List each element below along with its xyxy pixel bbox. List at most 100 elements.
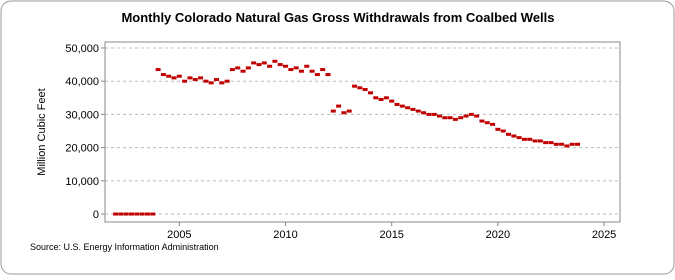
data-point <box>527 137 533 141</box>
data-point <box>463 114 469 118</box>
data-point <box>421 111 427 115</box>
data-point <box>171 76 177 80</box>
data-point <box>155 68 161 72</box>
data-point <box>357 86 363 90</box>
y-tick-label: 50,000 <box>65 43 99 55</box>
data-point <box>378 97 384 101</box>
data-point <box>118 212 124 216</box>
data-point <box>367 91 373 95</box>
y-axis-label: Million Cubic Feet <box>36 88 48 175</box>
data-point <box>134 212 140 216</box>
data-point <box>245 66 251 70</box>
data-point <box>144 212 150 216</box>
data-point <box>431 112 437 116</box>
data-point <box>182 79 188 83</box>
data-point <box>288 68 294 72</box>
data-point <box>123 212 129 216</box>
data-point <box>176 74 182 78</box>
data-point <box>532 139 538 143</box>
data-point <box>516 136 522 140</box>
data-point <box>352 84 358 88</box>
x-tick-label: 2020 <box>486 229 510 241</box>
data-point <box>362 87 368 91</box>
data-point <box>537 139 543 143</box>
data-point <box>160 73 166 77</box>
data-point <box>208 81 214 85</box>
plot-area <box>104 41 621 223</box>
data-point <box>405 106 411 110</box>
data-point <box>267 64 273 68</box>
x-tick-label: 2015 <box>379 229 403 241</box>
x-tick-label: 2010 <box>273 229 297 241</box>
y-tick-label: 0 <box>93 209 99 221</box>
data-point <box>436 114 442 118</box>
data-point <box>150 212 156 216</box>
data-point <box>389 99 395 103</box>
data-point <box>192 78 198 82</box>
data-point <box>415 109 421 113</box>
data-point <box>224 79 230 83</box>
data-point <box>495 127 501 131</box>
x-tick-label: 2005 <box>167 229 191 241</box>
data-point <box>113 212 119 216</box>
data-point <box>235 66 241 70</box>
data-point <box>283 64 289 68</box>
data-point <box>314 73 320 77</box>
data-point <box>564 144 570 148</box>
data-point <box>452 117 458 121</box>
data-point <box>559 142 565 146</box>
data-point <box>447 116 453 120</box>
y-tick-label: 30,000 <box>65 109 99 121</box>
data-point <box>229 68 235 72</box>
data-point <box>506 132 512 136</box>
data-point <box>336 104 342 108</box>
data-point <box>129 212 135 216</box>
data-point <box>213 78 219 82</box>
data-point <box>341 111 347 115</box>
data-point <box>548 141 554 145</box>
data-point <box>543 141 549 145</box>
data-point <box>490 122 496 126</box>
data-point <box>198 76 204 80</box>
data-point <box>575 142 581 146</box>
data-point <box>474 114 480 118</box>
data-point <box>330 109 336 113</box>
data-point <box>325 73 331 77</box>
data-point <box>479 119 485 123</box>
data-point <box>458 116 464 120</box>
data-point <box>500 129 506 133</box>
y-tick-label: 10,000 <box>65 176 99 188</box>
chart-title: Monthly Colorado Natural Gas Gross Withd… <box>121 10 554 25</box>
data-point <box>240 69 246 73</box>
x-tick-label: 2025 <box>592 229 616 241</box>
data-point <box>410 107 416 111</box>
data-point <box>309 69 315 73</box>
data-point <box>277 63 283 67</box>
data-point <box>373 96 379 100</box>
data-point <box>442 116 448 120</box>
source-note: Source: U.S. Energy Information Administ… <box>30 242 219 252</box>
data-point <box>261 61 267 65</box>
data-point <box>511 134 517 138</box>
data-point <box>256 63 262 67</box>
data-point <box>484 121 490 125</box>
data-point <box>139 212 145 216</box>
data-point <box>346 109 352 113</box>
data-point <box>219 81 225 85</box>
data-point <box>553 142 559 146</box>
y-tick-label: 20,000 <box>65 143 99 155</box>
data-point <box>298 69 304 73</box>
y-tick-label: 40,000 <box>65 76 99 88</box>
data-point <box>399 104 405 108</box>
data-point <box>166 74 172 78</box>
data-point <box>272 59 278 63</box>
data-point <box>569 142 575 146</box>
data-point <box>468 112 474 116</box>
data-point <box>320 68 326 72</box>
data-point <box>251 61 257 65</box>
data-point <box>187 76 193 80</box>
data-point <box>426 112 432 116</box>
data-point <box>304 64 310 68</box>
data-point <box>394 102 400 106</box>
